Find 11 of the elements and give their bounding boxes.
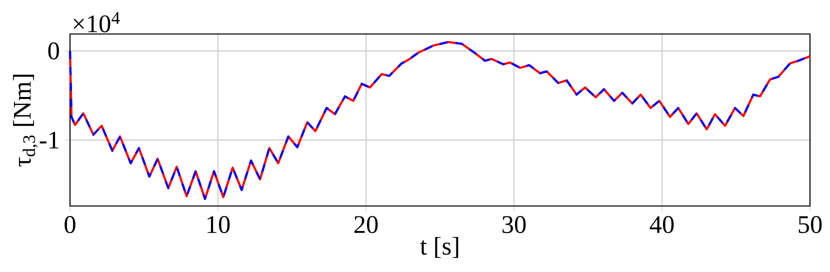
x-tick-label: 20	[354, 216, 378, 234]
line-series	[68, 40, 812, 200]
text: ×10$^{4}$	[74, 12, 120, 32]
x-tick-label: 30	[502, 216, 526, 234]
y-tick-label: -1	[40, 132, 58, 148]
x-tick-label: 40	[650, 216, 674, 234]
x-tick-label: 10	[208, 216, 230, 234]
x-axis-title: t [s]	[420, 236, 458, 258]
x-tick-label: 0	[64, 216, 76, 234]
x-tick-label: 50	[798, 216, 822, 234]
y-axis-title: τ$_{d,3}$ [Nm]	[13, 74, 38, 167]
